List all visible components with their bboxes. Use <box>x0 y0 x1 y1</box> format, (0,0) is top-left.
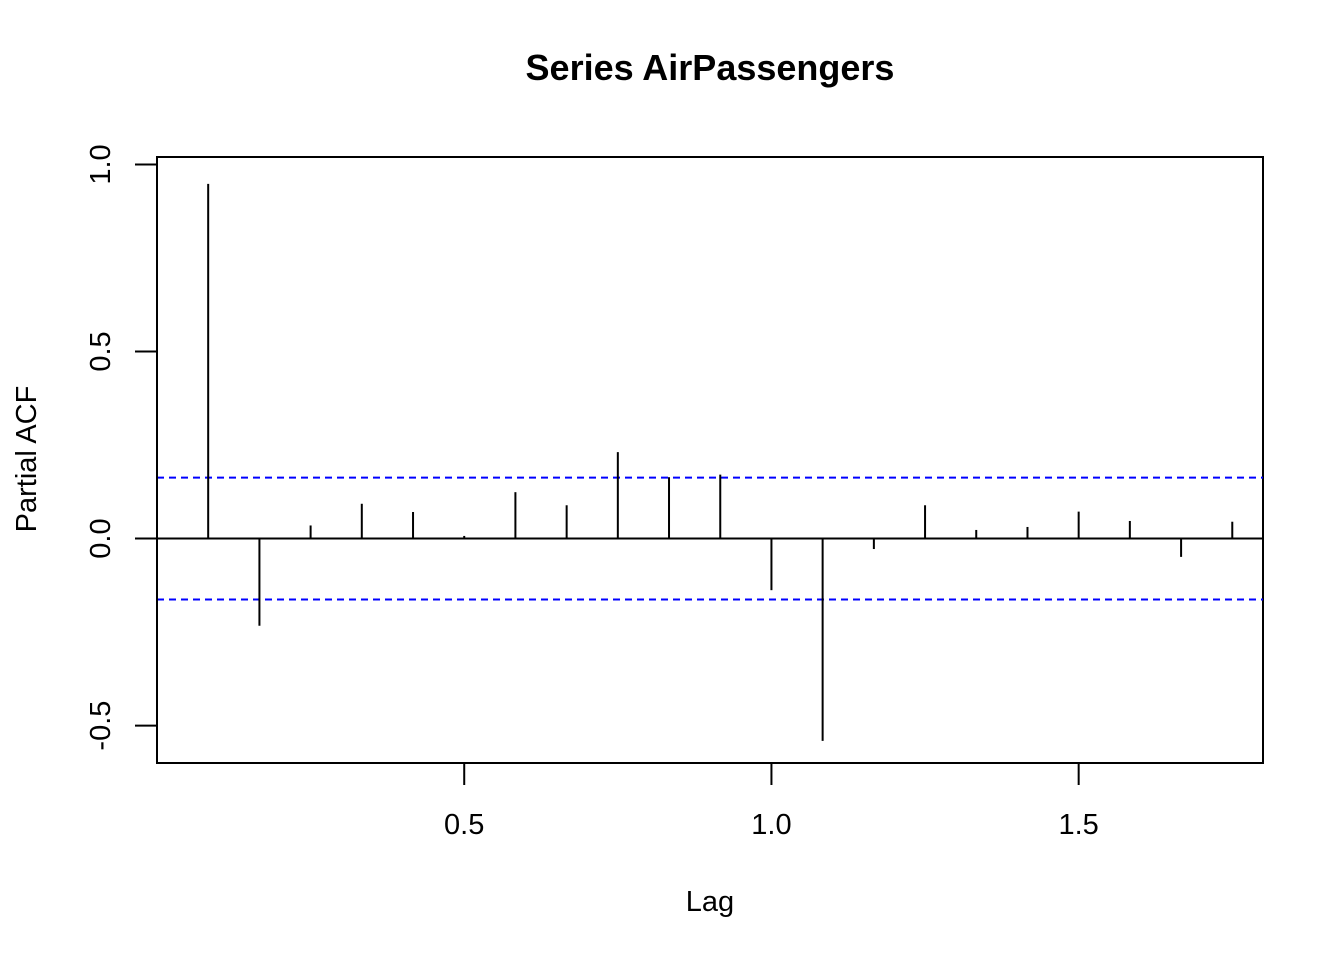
y-tick-label: 1.0 <box>85 144 117 184</box>
y-tick-label: 0.0 <box>85 518 117 558</box>
x-tick-label: 1.5 <box>1059 809 1099 841</box>
plot-frame <box>156 156 1264 764</box>
x-axis-label: Lag <box>686 886 734 918</box>
y-axis-label: Partial ACF <box>11 386 43 533</box>
y-tick-label: -0.5 <box>85 701 117 751</box>
chart-marks: 0.5 1.0 1.5 -0.5 0.0 0.5 1.0 <box>85 144 1263 841</box>
y-tick-label: 0.5 <box>85 331 117 371</box>
x-tick-label: 1.0 <box>751 809 791 841</box>
chart-title: Series AirPassengers <box>526 47 895 88</box>
x-tick-label: 0.5 <box>444 809 484 841</box>
